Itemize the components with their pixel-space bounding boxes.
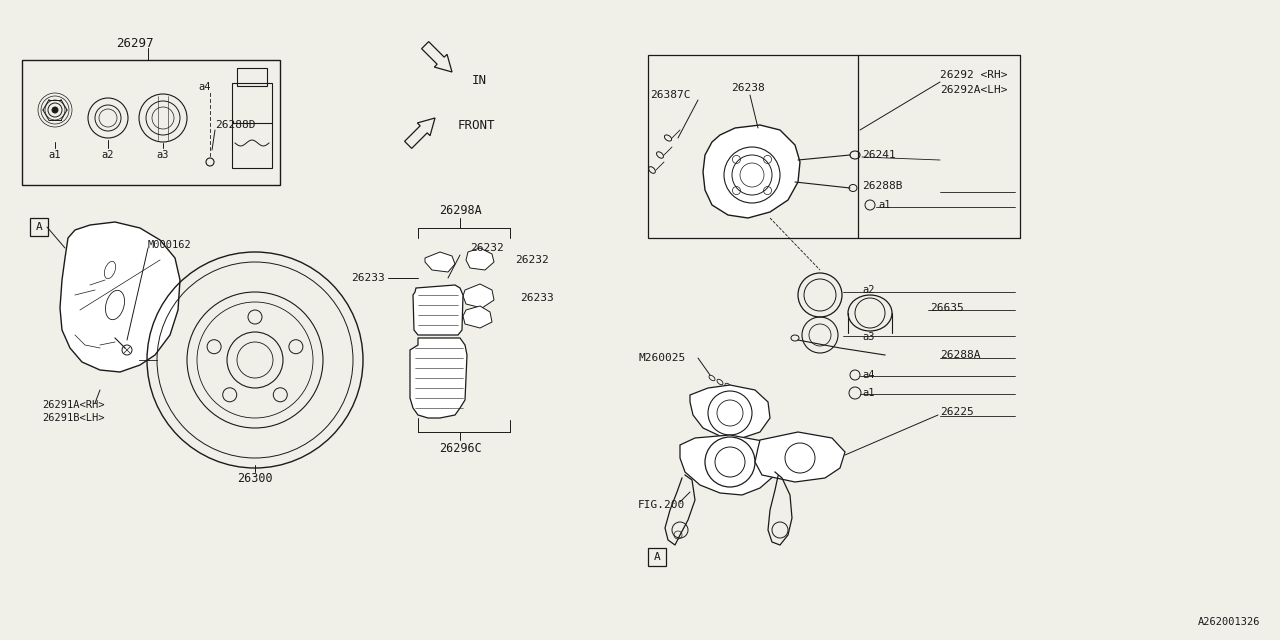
Polygon shape [463, 306, 492, 328]
Text: a4: a4 [198, 82, 211, 92]
Bar [29, 218, 49, 236]
Text: a3: a3 [156, 150, 169, 160]
Polygon shape [680, 435, 778, 495]
Polygon shape [413, 285, 463, 335]
Polygon shape [703, 125, 800, 218]
Text: 26300: 26300 [237, 472, 273, 484]
Text: 26291A<RH>: 26291A<RH> [42, 400, 105, 410]
Text: a1: a1 [861, 388, 874, 398]
Text: 26297: 26297 [116, 36, 154, 49]
Text: 26241: 26241 [861, 150, 896, 160]
Text: 26635: 26635 [931, 303, 964, 313]
Polygon shape [690, 385, 771, 438]
Text: A262001326: A262001326 [1198, 617, 1260, 627]
Text: a2: a2 [861, 285, 874, 295]
Text: a1: a1 [878, 200, 891, 210]
Text: 26233: 26233 [520, 293, 554, 303]
Polygon shape [425, 252, 454, 272]
Bar [22, 60, 280, 185]
Polygon shape [60, 222, 180, 372]
Polygon shape [404, 118, 435, 148]
Text: FIG.200: FIG.200 [637, 500, 685, 510]
Bar [232, 83, 273, 168]
Text: a4: a4 [861, 370, 874, 380]
Text: IN: IN [472, 74, 486, 86]
Text: 26292A<LH>: 26292A<LH> [940, 85, 1007, 95]
Text: A: A [654, 552, 660, 562]
Text: 26387C: 26387C [650, 90, 690, 100]
Text: a1: a1 [49, 150, 61, 160]
Circle shape [52, 107, 58, 113]
Text: 26298A: 26298A [439, 204, 481, 216]
Text: 26233: 26233 [351, 273, 385, 283]
Text: 26292 <RH>: 26292 <RH> [940, 70, 1007, 80]
Bar [648, 55, 858, 238]
Polygon shape [463, 284, 494, 308]
Polygon shape [410, 338, 467, 418]
Text: 26288B: 26288B [861, 181, 902, 191]
Text: 26225: 26225 [940, 407, 974, 417]
Bar [237, 68, 268, 86]
Text: a2: a2 [101, 150, 114, 160]
Text: M260025: M260025 [637, 353, 685, 363]
Polygon shape [466, 248, 494, 270]
Text: 26238: 26238 [731, 83, 765, 93]
Text: 26232: 26232 [515, 255, 549, 265]
Polygon shape [755, 432, 845, 482]
Polygon shape [421, 42, 452, 72]
Text: A: A [36, 222, 42, 232]
Text: 26296C: 26296C [439, 442, 481, 454]
Text: 26291B<LH>: 26291B<LH> [42, 413, 105, 423]
Bar [648, 548, 666, 566]
Text: FRONT: FRONT [458, 118, 495, 131]
Text: a3: a3 [861, 332, 874, 342]
Text: 26232: 26232 [470, 243, 504, 253]
Text: 26288D: 26288D [215, 120, 256, 130]
Text: 26288A: 26288A [940, 350, 980, 360]
Text: M000162: M000162 [148, 240, 192, 250]
